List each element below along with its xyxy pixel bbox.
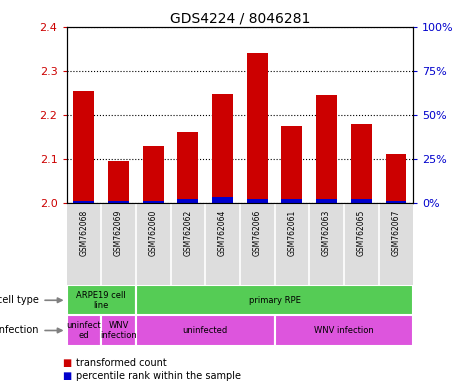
Bar xyxy=(212,94,233,203)
Text: GSM762065: GSM762065 xyxy=(357,209,366,256)
Text: primary RPE: primary RPE xyxy=(248,296,301,305)
Text: ARPE19 cell
line: ARPE19 cell line xyxy=(76,291,126,310)
Text: percentile rank within the sample: percentile rank within the sample xyxy=(76,371,241,381)
Bar xyxy=(282,199,302,203)
Bar xyxy=(108,201,129,203)
Text: GSM762061: GSM762061 xyxy=(287,209,296,256)
Bar xyxy=(143,201,163,203)
Text: GSM762068: GSM762068 xyxy=(79,209,88,256)
Text: GSM762066: GSM762066 xyxy=(253,209,262,256)
Bar xyxy=(66,285,136,315)
Text: GSM762060: GSM762060 xyxy=(149,209,158,256)
Text: uninfect
ed: uninfect ed xyxy=(66,321,101,340)
Text: infection: infection xyxy=(0,326,39,336)
Bar xyxy=(178,199,198,203)
Text: GSM762062: GSM762062 xyxy=(183,209,192,256)
Bar xyxy=(74,201,94,203)
Text: GSM762064: GSM762064 xyxy=(218,209,227,256)
Bar xyxy=(386,154,406,203)
Text: WNV infection: WNV infection xyxy=(314,326,374,335)
Bar xyxy=(316,95,337,203)
Bar xyxy=(247,53,267,203)
Bar xyxy=(247,199,267,203)
Text: GSM762067: GSM762067 xyxy=(391,209,400,256)
Bar xyxy=(282,126,302,203)
Bar xyxy=(351,124,371,203)
Bar xyxy=(143,146,163,203)
Title: GDS4224 / 8046281: GDS4224 / 8046281 xyxy=(170,12,310,26)
Text: cell type: cell type xyxy=(0,295,39,305)
Bar xyxy=(66,315,101,346)
Bar xyxy=(351,199,371,203)
Bar xyxy=(136,285,413,315)
Text: transformed count: transformed count xyxy=(76,358,167,368)
Bar xyxy=(136,315,275,346)
Text: GSM762069: GSM762069 xyxy=(114,209,123,256)
Text: ■: ■ xyxy=(62,358,71,368)
Text: ■: ■ xyxy=(62,371,71,381)
Text: WNV
infection: WNV infection xyxy=(100,321,137,340)
Bar xyxy=(386,201,406,203)
Text: uninfected: uninfected xyxy=(182,326,228,335)
Bar xyxy=(101,315,136,346)
Bar xyxy=(108,161,129,203)
Bar xyxy=(316,199,337,203)
Bar xyxy=(212,197,233,203)
Bar xyxy=(74,91,94,203)
Bar xyxy=(275,315,413,346)
Text: GSM762063: GSM762063 xyxy=(322,209,331,256)
Bar xyxy=(178,132,198,203)
